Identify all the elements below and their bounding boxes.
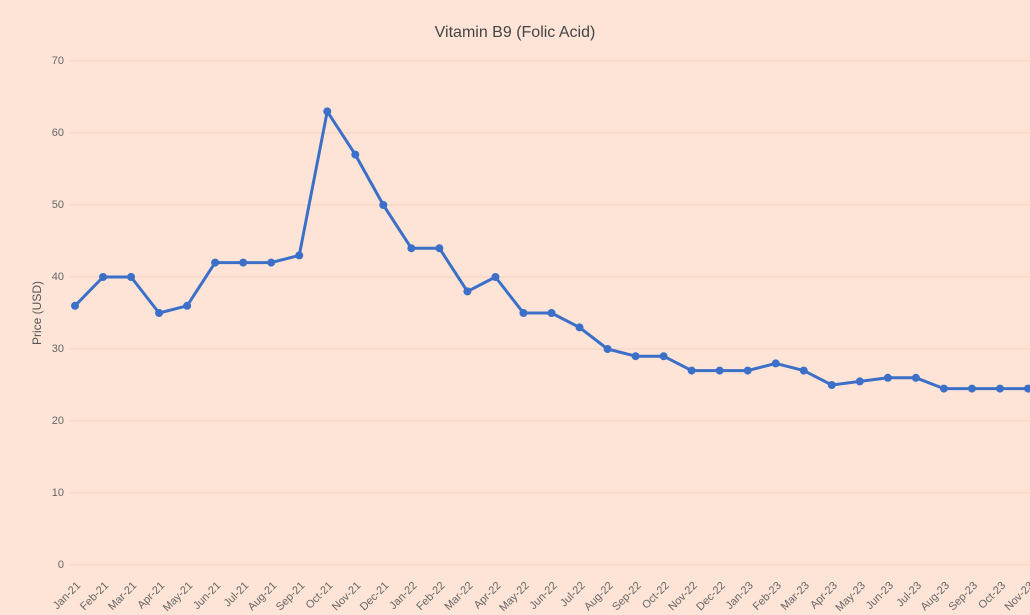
x-tick-label: Dec-21 (358, 580, 392, 614)
x-tick-label: Nov-23 (1003, 580, 1030, 614)
data-point (435, 244, 444, 253)
data-point (127, 273, 136, 281)
data-point (547, 309, 556, 317)
x-tick-label: Aug-22 (582, 580, 616, 614)
x-tick-label: Sep-23 (947, 580, 981, 614)
data-point (155, 309, 164, 317)
y-tick-label: 70 (52, 55, 64, 67)
y-tick-label: 50 (52, 199, 64, 211)
x-tick-label: Aug-21 (246, 580, 280, 614)
x-tick-label: Feb-21 (78, 580, 111, 613)
data-point (967, 384, 976, 393)
x-tick-label: Feb-23 (751, 580, 784, 613)
x-tick-label: May-23 (834, 580, 868, 614)
data-point (211, 258, 220, 267)
data-point (491, 273, 500, 281)
data-point (463, 287, 472, 296)
x-tick-label: Aug-23 (919, 580, 953, 614)
x-tick-label: May-22 (497, 580, 531, 614)
data-point (295, 251, 304, 260)
x-tick-label: Sep-21 (274, 580, 308, 614)
data-point (519, 309, 528, 317)
chart-title: Vitamin B9 (Folic Acid) (435, 24, 596, 41)
data-point (715, 366, 724, 375)
y-tick-label: 0 (58, 559, 64, 571)
data-point (1024, 384, 1030, 393)
data-point (267, 258, 276, 267)
x-tick-label: Sep-22 (610, 580, 644, 614)
data-point (995, 384, 1004, 393)
data-point (827, 381, 836, 389)
x-tick-label: Jun-21 (191, 580, 223, 612)
data-point (575, 323, 584, 332)
data-point (771, 359, 780, 368)
y-tick-label: 60 (52, 127, 64, 139)
x-tick-label: Mar-23 (779, 580, 812, 613)
x-tick-label: Dec-22 (694, 580, 728, 614)
y-tick-label: 40 (52, 271, 64, 283)
x-tick-label: May-21 (161, 580, 195, 614)
x-tick-label: Jun-22 (527, 580, 559, 612)
y-axis-title: Price (USD) (30, 281, 44, 345)
data-point (323, 107, 332, 116)
data-point (351, 150, 360, 159)
data-point (603, 345, 612, 353)
data-point (183, 301, 192, 310)
x-tick-label: Jun-23 (864, 580, 896, 612)
x-tick-label: Jan-22 (387, 580, 419, 612)
data-point (239, 258, 248, 267)
y-tick-label: 20 (52, 415, 64, 427)
data-point (71, 301, 79, 310)
data-point (659, 352, 668, 361)
data-point (911, 373, 920, 382)
data-point (883, 373, 892, 382)
data-point (379, 201, 388, 209)
x-tick-label: Nov-22 (666, 580, 700, 614)
x-tick-label: Feb-22 (414, 580, 447, 613)
data-point (407, 244, 416, 253)
data-point (939, 384, 948, 393)
data-point (687, 366, 696, 375)
y-tick-label: 10 (52, 487, 64, 499)
data-point (99, 273, 108, 281)
y-tick-label: 30 (52, 343, 64, 355)
x-tick-label: Jan-21 (51, 580, 83, 612)
data-line (73, 109, 1028, 391)
data-point (799, 366, 808, 375)
x-tick-label: Mar-21 (106, 580, 139, 613)
x-tick-label: Jan-23 (724, 580, 756, 612)
data-point (743, 366, 752, 375)
x-tick-label: Mar-22 (442, 580, 475, 613)
data-point (855, 377, 864, 386)
x-tick-label: Nov-21 (330, 580, 364, 614)
data-point (631, 352, 640, 361)
